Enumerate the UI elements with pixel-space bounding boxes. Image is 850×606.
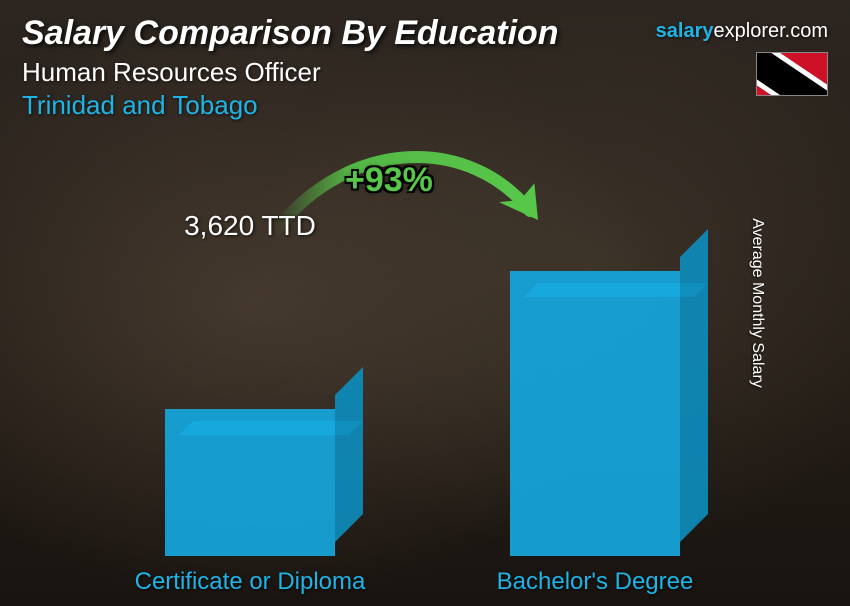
country-name: Trinidad and Tobago xyxy=(22,90,828,121)
bar-bachelors: 7,000 TTD Bachelor's Degree xyxy=(470,271,720,556)
bar-3d-shape xyxy=(510,271,680,556)
percent-increase-badge: +93% xyxy=(345,161,433,200)
brand-rest: explorer.com xyxy=(714,20,829,42)
brand-logo-text: salaryexplorer.com xyxy=(656,20,828,43)
bar-category-label: Bachelor's Degree xyxy=(455,568,735,596)
bar-front-face xyxy=(165,409,335,556)
flag-icon xyxy=(756,52,828,96)
bar-value-label: 3,620 TTD xyxy=(125,210,375,242)
bar-3d-shape xyxy=(165,409,335,556)
bar-category-label: Certificate or Diploma xyxy=(110,568,390,596)
bar-side-face xyxy=(680,229,708,542)
bar-certificate: 3,620 TTD Certificate or Diploma xyxy=(125,409,375,556)
bar-front-face xyxy=(510,271,680,556)
job-title: Human Resources Officer xyxy=(22,57,828,88)
brand-accent: salary xyxy=(656,20,714,42)
bar-side-face xyxy=(335,367,363,542)
bar-chart: +93% 3,620 TTD Certificate or Diploma 7,… xyxy=(70,156,770,556)
